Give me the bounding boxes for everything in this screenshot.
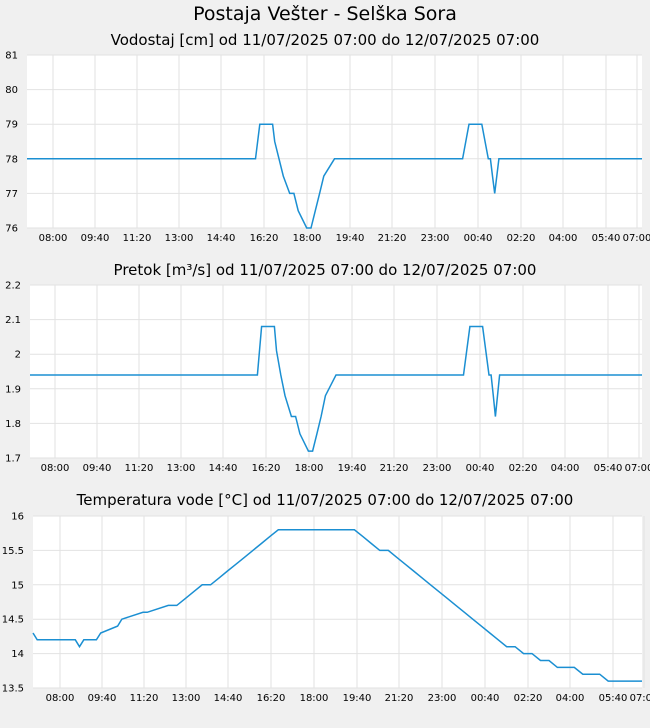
x-tick-label: 09:40 xyxy=(88,693,117,704)
x-tick-label: 09:40 xyxy=(83,463,112,474)
x-tick-label: 21:20 xyxy=(385,693,414,704)
y-tick-label: 81 xyxy=(5,51,18,62)
chart-vodostaj: 81 80 79 78 77 76 08:00 09:40 11:20 13:00 14:40 16:… xyxy=(5,51,650,245)
x-tick-label: 19:40 xyxy=(343,693,372,704)
x-tick-label: 00:40 xyxy=(471,693,500,704)
y-tick-label: 16 xyxy=(11,512,24,523)
plot-area xyxy=(33,516,642,688)
x-tick-label: 18:00 xyxy=(293,233,322,244)
x-tick-label: 13:00 xyxy=(167,463,196,474)
y-tick-label: 1.7 xyxy=(5,454,21,465)
x-tick-label: 00:40 xyxy=(464,233,493,244)
x-tick-label: 21:20 xyxy=(380,463,409,474)
y-tick-label: 77 xyxy=(5,189,18,200)
x-tick-label: 05:40 xyxy=(599,693,628,704)
x-tick-label: 16:20 xyxy=(252,463,281,474)
x-tick-label: 14:40 xyxy=(214,693,243,704)
x-tick-label: 08:00 xyxy=(46,693,75,704)
x-tick-label: 02:20 xyxy=(509,463,538,474)
x-tick-label: 08:00 xyxy=(39,233,68,244)
x-tick-label: 23:00 xyxy=(421,233,450,244)
x-tick-label: 13:00 xyxy=(172,693,201,704)
x-tick-label: 19:40 xyxy=(336,233,365,244)
x-tick-label: 13:00 xyxy=(165,233,194,244)
y-tick-label: 2.2 xyxy=(5,281,21,292)
x-tick-label: 07:00 xyxy=(630,693,650,704)
y-tick-label: 78 xyxy=(5,154,18,165)
x-tick-label: 19:40 xyxy=(338,463,367,474)
x-tick-label: 18:00 xyxy=(300,693,329,704)
y-tick-label: 2 xyxy=(15,350,21,361)
x-tick-label: 02:20 xyxy=(507,233,536,244)
x-tick-label: 18:00 xyxy=(295,463,324,474)
chart-title-vodostaj: Vodostaj [cm] od 11/07/2025 07:00 do 12/… xyxy=(110,31,540,49)
plot-area xyxy=(27,55,642,228)
x-tick-label: 05:40 xyxy=(594,463,623,474)
x-tick-label: 14:40 xyxy=(209,463,238,474)
x-tick-label: 02:20 xyxy=(514,693,543,704)
x-tick-label: 23:00 xyxy=(428,693,457,704)
x-tick-label: 11:20 xyxy=(123,233,152,244)
plot-area xyxy=(30,285,642,458)
y-tick-label: 14 xyxy=(11,649,24,660)
x-tick-label: 16:20 xyxy=(257,693,286,704)
y-tick-label: 15.5 xyxy=(2,546,24,557)
y-tick-label: 76 xyxy=(5,224,18,235)
x-tick-label: 04:00 xyxy=(556,693,585,704)
y-tick-label: 80 xyxy=(5,85,18,96)
data-series-line xyxy=(27,123,642,229)
x-tick-label: 00:40 xyxy=(466,463,495,474)
chart-temperatura: 16 15.5 15 14.5 14 13.5 08:00 09:40 11:20 13:00 14… xyxy=(2,512,650,705)
chart-pretok: 2.2 2.1 2 1.9 1.8 1.7 08:00 09:40 11:20 13:00 14:4… xyxy=(5,281,650,475)
y-tick-label: 1.8 xyxy=(5,419,21,430)
y-tick-label: 15 xyxy=(11,580,24,591)
x-tick-label: 11:20 xyxy=(130,693,159,704)
x-tick-label: 21:20 xyxy=(378,233,407,244)
page-title: Postaja Vešter - Selška Sora xyxy=(193,3,457,25)
y-tick-label: 13.5 xyxy=(2,684,24,695)
x-tick-label: 23:00 xyxy=(423,463,452,474)
x-tick-label: 07:00 xyxy=(625,463,650,474)
data-series-line xyxy=(32,529,642,682)
y-tick-label: 2.1 xyxy=(5,315,21,326)
x-tick-label: 08:00 xyxy=(41,463,70,474)
y-tick-label: 14.5 xyxy=(2,615,24,626)
chart-title-temperatura: Temperatura vode [°C] od 11/07/2025 07:0… xyxy=(76,491,574,509)
y-tick-label: 79 xyxy=(5,120,18,131)
x-tick-label: 04:00 xyxy=(549,233,578,244)
data-series-line xyxy=(30,325,642,452)
chart-title-pretok: Pretok [m³/s] od 11/07/2025 07:00 do 12/… xyxy=(113,261,537,279)
x-tick-label: 09:40 xyxy=(81,233,110,244)
x-tick-label: 07:00 xyxy=(623,233,650,244)
x-tick-label: 14:40 xyxy=(207,233,236,244)
x-tick-label: 05:40 xyxy=(592,233,621,244)
x-tick-label: 11:20 xyxy=(125,463,154,474)
x-tick-label: 04:00 xyxy=(551,463,580,474)
x-tick-label: 16:20 xyxy=(250,233,279,244)
y-tick-label: 1.9 xyxy=(5,384,21,395)
